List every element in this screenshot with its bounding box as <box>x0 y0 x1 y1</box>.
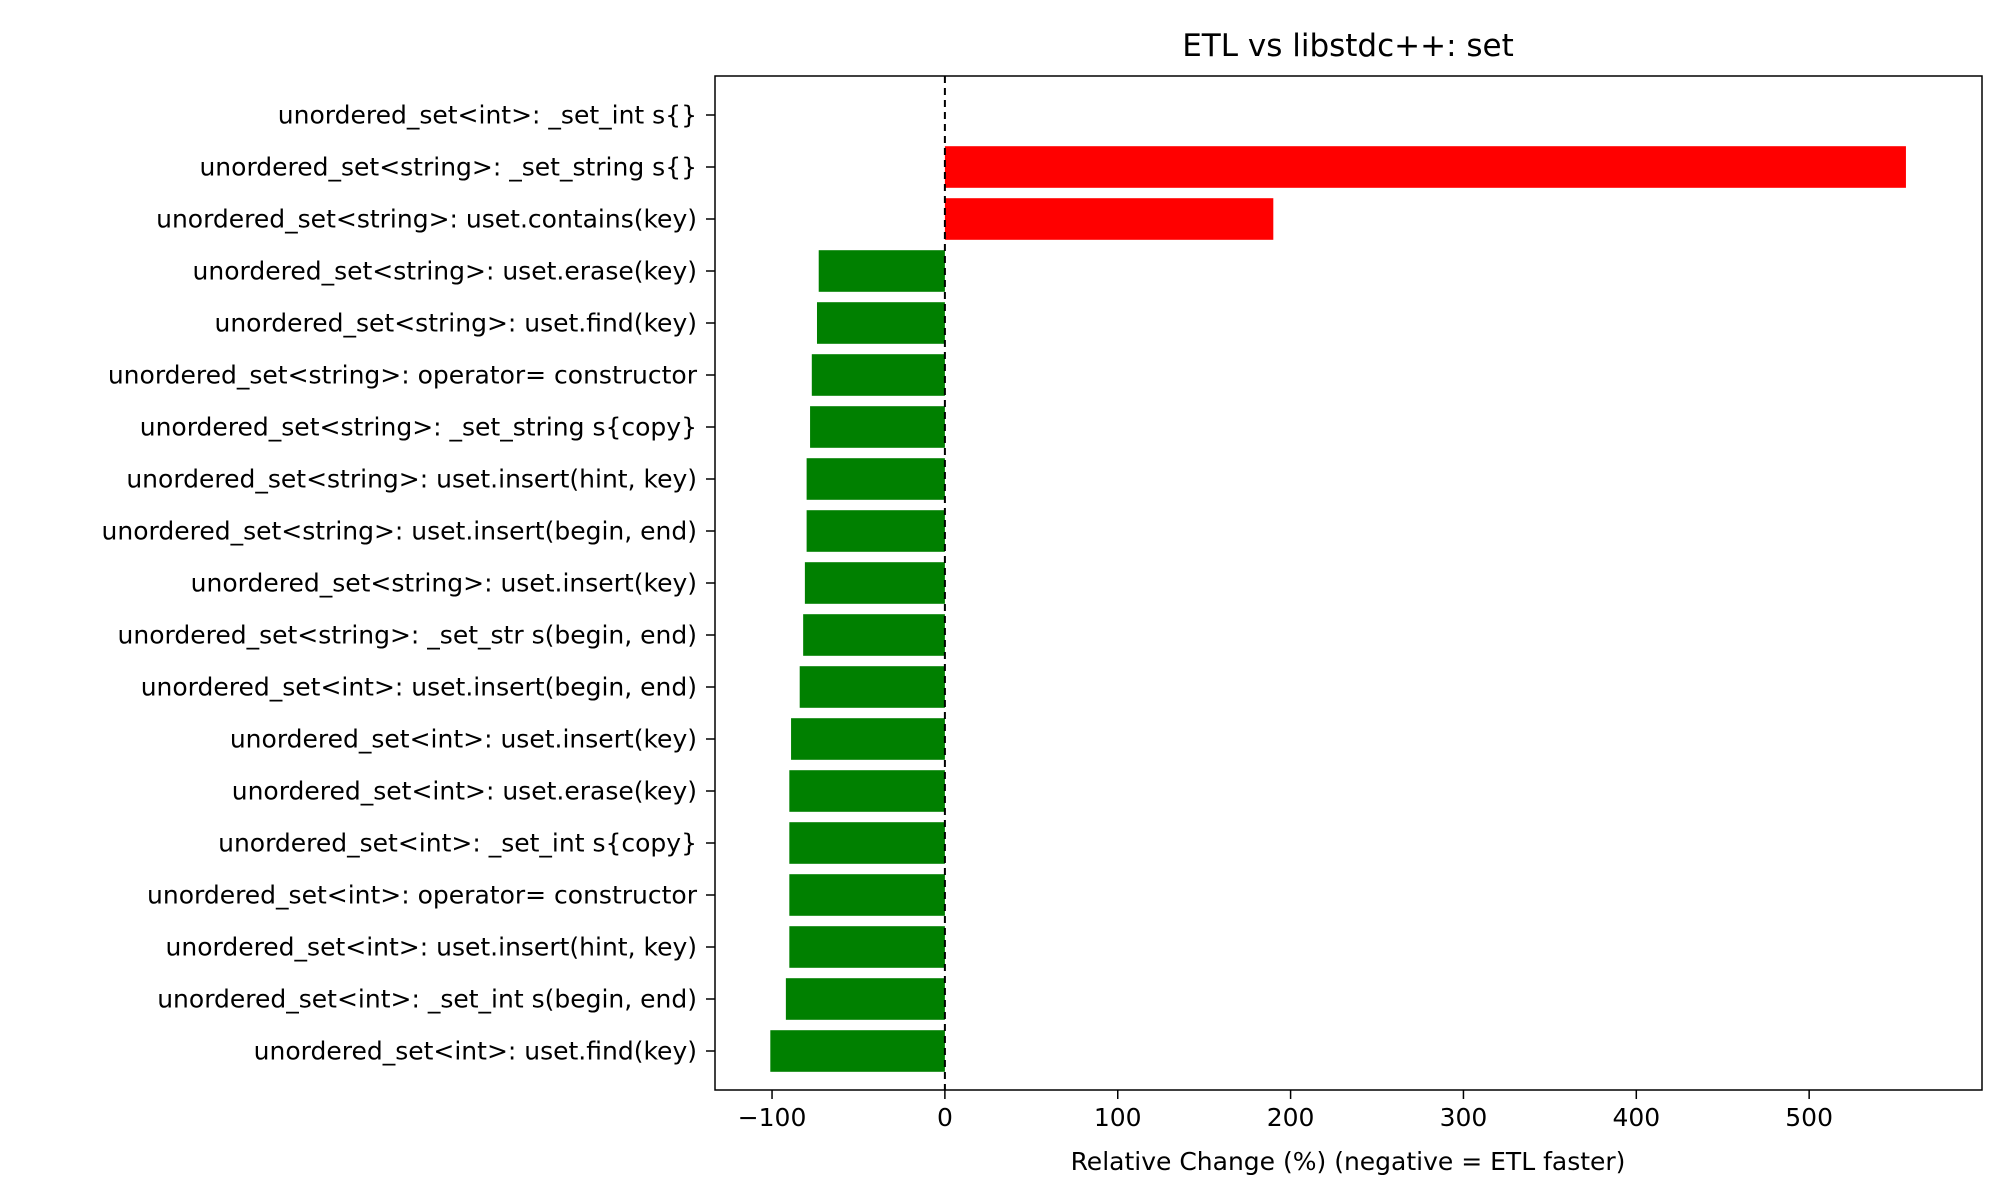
bar <box>789 926 945 968</box>
category-label: unordered_set<int>: _set_int s{copy} <box>218 829 697 858</box>
bar <box>789 822 945 864</box>
y-axis: unordered_set<int>: _set_int s{} unordere… <box>102 101 715 1066</box>
category-label: unordered_set<int>: uset.insert(begin, e… <box>141 673 697 702</box>
bar <box>770 1030 945 1072</box>
bar <box>804 562 945 604</box>
category-label: unordered_set<int>: uset.insert(key) <box>230 725 697 754</box>
category-label: unordered_set<int>: operator= constructo… <box>147 881 698 910</box>
bar <box>816 302 945 344</box>
x-tick-label: 400 <box>1612 1103 1660 1132</box>
x-axis: −100 0 100 200 300 400 500 <box>738 1090 1833 1132</box>
bar <box>818 250 945 292</box>
category-label: unordered_set<string>: uset.find(key) <box>214 309 697 338</box>
category-label: unordered_set<string>: uset.erase(key) <box>193 257 697 286</box>
category-label: unordered_set<string>: uset.insert(key) <box>191 569 697 598</box>
category-label: unordered_set<string>: _set_string s{} <box>199 153 697 182</box>
x-tick-label: −100 <box>738 1103 807 1132</box>
bar <box>806 458 945 500</box>
category-label: unordered_set<int>: _set_int s(begin, en… <box>157 985 697 1014</box>
category-label: unordered_set<string>: uset.insert(hint,… <box>126 465 697 494</box>
x-tick-label: 0 <box>937 1103 953 1132</box>
category-label: unordered_set<string>: _set_string s{cop… <box>140 413 697 442</box>
x-axis-label: Relative Change (%) (negative = ETL fast… <box>1071 1147 1626 1176</box>
bar <box>806 510 945 552</box>
bar <box>789 874 945 916</box>
bar <box>944 198 1274 240</box>
bar <box>810 406 945 448</box>
bar <box>803 614 945 656</box>
x-tick-label: 200 <box>1267 1103 1315 1132</box>
bar <box>791 718 945 760</box>
category-label: unordered_set<int>: uset.insert(hint, ke… <box>166 933 698 962</box>
bar <box>785 978 945 1020</box>
category-label: unordered_set<int>: uset.erase(key) <box>232 777 697 806</box>
bars-group <box>770 146 1906 1072</box>
category-label: unordered_set<string>: operator= constru… <box>108 361 698 390</box>
category-label: unordered_set<string>: _set_str s(begin,… <box>118 621 697 650</box>
bar <box>799 666 945 708</box>
category-label: unordered_set<string>: uset.insert(begin… <box>102 517 697 546</box>
x-tick-label: 300 <box>1440 1103 1488 1132</box>
bar <box>811 354 945 396</box>
category-label: unordered_set<int>: _set_int s{} <box>278 101 697 130</box>
x-tick-label: 500 <box>1785 1103 1833 1132</box>
chart-title: ETL vs libstdc++: set <box>1182 28 1514 64</box>
category-label: unordered_set<string>: uset.contains(key… <box>156 205 697 234</box>
bar <box>944 146 1906 188</box>
x-tick-label: 100 <box>1094 1103 1142 1132</box>
bar <box>789 770 945 812</box>
category-label: unordered_set<int>: uset.find(key) <box>254 1037 697 1066</box>
